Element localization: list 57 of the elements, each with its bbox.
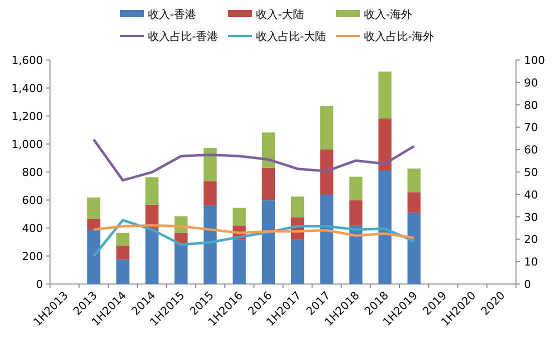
y2-tick-label: 60: [524, 144, 538, 157]
bar: [116, 260, 130, 284]
y-tick-label: 1,400: [12, 82, 43, 95]
bar: [145, 177, 158, 205]
bar: [116, 246, 130, 260]
y2-tick-label: 0: [524, 278, 531, 291]
y2-tick-label: 70: [524, 121, 538, 134]
y-tick-label: 200: [22, 250, 43, 263]
bar: [87, 230, 100, 284]
legend-label: 收入-香港: [148, 8, 196, 21]
bar: [320, 149, 334, 195]
bar: [204, 181, 217, 206]
bar: [262, 168, 275, 200]
bar: [87, 218, 100, 230]
y-tick-label: 600: [22, 194, 43, 207]
y-tick-label: 0: [36, 278, 43, 291]
bar: [378, 170, 392, 284]
legend-label: 收入占比-大陆: [256, 30, 326, 43]
bar: [116, 232, 130, 246]
bar: [408, 192, 421, 213]
bar: [349, 226, 362, 284]
bar: [232, 239, 246, 284]
bar: [204, 206, 217, 284]
y2-tick-label: 10: [524, 256, 538, 269]
legend-label: 收入-大陆: [256, 8, 304, 21]
y2-tick-label: 50: [524, 166, 538, 179]
bar: [320, 194, 334, 284]
legend-label: 收入占比-海外: [364, 30, 434, 43]
bar: [262, 200, 275, 284]
y-tick-label: 400: [22, 222, 43, 235]
bar: [291, 196, 304, 218]
y-tick-label: 800: [22, 166, 43, 179]
y-tick-label: 1,000: [12, 138, 43, 151]
bar: [349, 200, 362, 226]
y-tick-label: 1,600: [12, 54, 43, 67]
bar: [87, 197, 100, 219]
bar: [204, 148, 217, 182]
bar: [408, 168, 421, 192]
bar: [408, 212, 421, 284]
y2-tick-label: 100: [524, 54, 545, 67]
legend-label: 收入-海外: [364, 8, 412, 21]
y2-tick-label: 80: [524, 98, 538, 112]
y2-tick-label: 40: [524, 188, 538, 202]
bar: [320, 106, 334, 150]
y-tick-label: 1,200: [12, 110, 43, 123]
bar: [262, 132, 275, 168]
bar: [291, 240, 304, 284]
legend-label: 收入占比-香港: [148, 30, 218, 43]
y2-tick-label: 30: [524, 210, 538, 224]
bar: [145, 228, 158, 284]
bar: [349, 176, 362, 200]
bar: [378, 72, 392, 118]
y2-tick-label: 20: [524, 233, 538, 246]
bar: [232, 208, 246, 226]
y2-tick-label: 90: [524, 76, 538, 90]
bar: [174, 244, 188, 284]
bar: [378, 118, 392, 170]
